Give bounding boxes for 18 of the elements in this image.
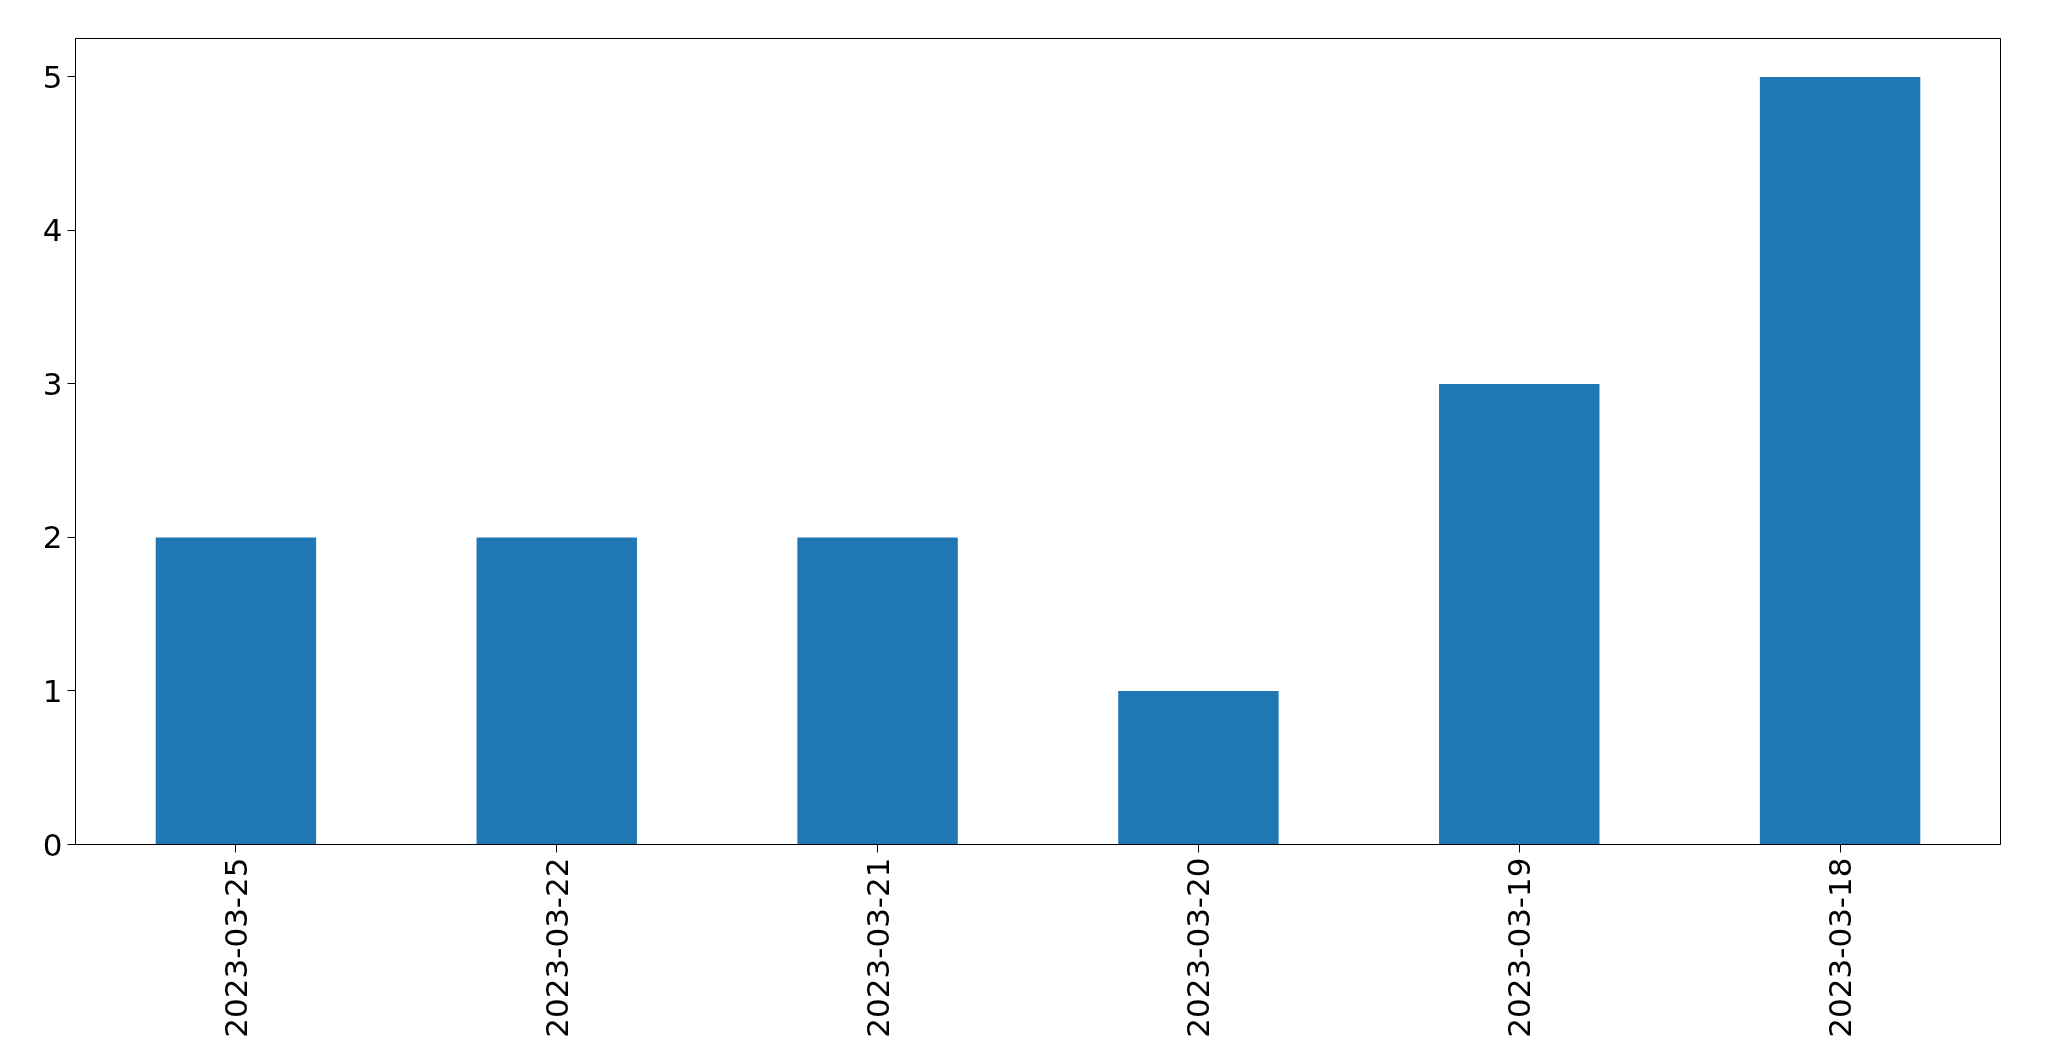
bar [476,537,637,845]
bar [155,537,317,845]
y-tick-label: 2 [42,519,63,556]
x-tick-label: 2023-03-20 [1180,857,1217,1038]
y-tick-label: 4 [42,212,63,249]
x-tick-label: 2023-03-21 [859,857,896,1038]
y-tick-label: 3 [42,365,63,402]
x-tick-label: 2023-03-25 [217,857,254,1038]
bar [1439,383,1600,845]
x-tick-label: 2023-03-19 [1501,857,1538,1038]
y-tick-label: 5 [42,58,63,95]
x-tick-label: 2023-03-22 [538,857,575,1038]
bar [1118,690,1279,845]
x-tick-label: 2023-03-18 [1822,857,1859,1038]
bar [797,537,958,845]
y-tick-label: 0 [42,826,63,863]
bar [1759,76,1921,845]
y-tick-label: 1 [42,672,63,709]
